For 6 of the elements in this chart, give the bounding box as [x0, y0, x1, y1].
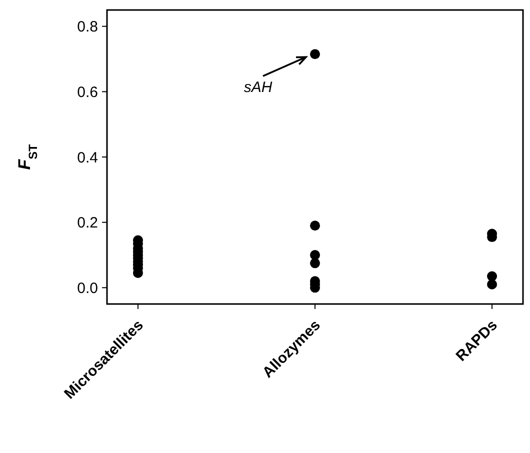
annotation: sAH — [244, 79, 272, 96]
y-tick-label: 0.8 — [77, 18, 98, 36]
y-tick-label: 0.6 — [77, 84, 98, 101]
y-tick-label: 0.2 — [77, 214, 98, 232]
y-tick-label: 0.0 — [77, 280, 98, 297]
y-tick-label: 0.4 — [77, 149, 98, 166]
